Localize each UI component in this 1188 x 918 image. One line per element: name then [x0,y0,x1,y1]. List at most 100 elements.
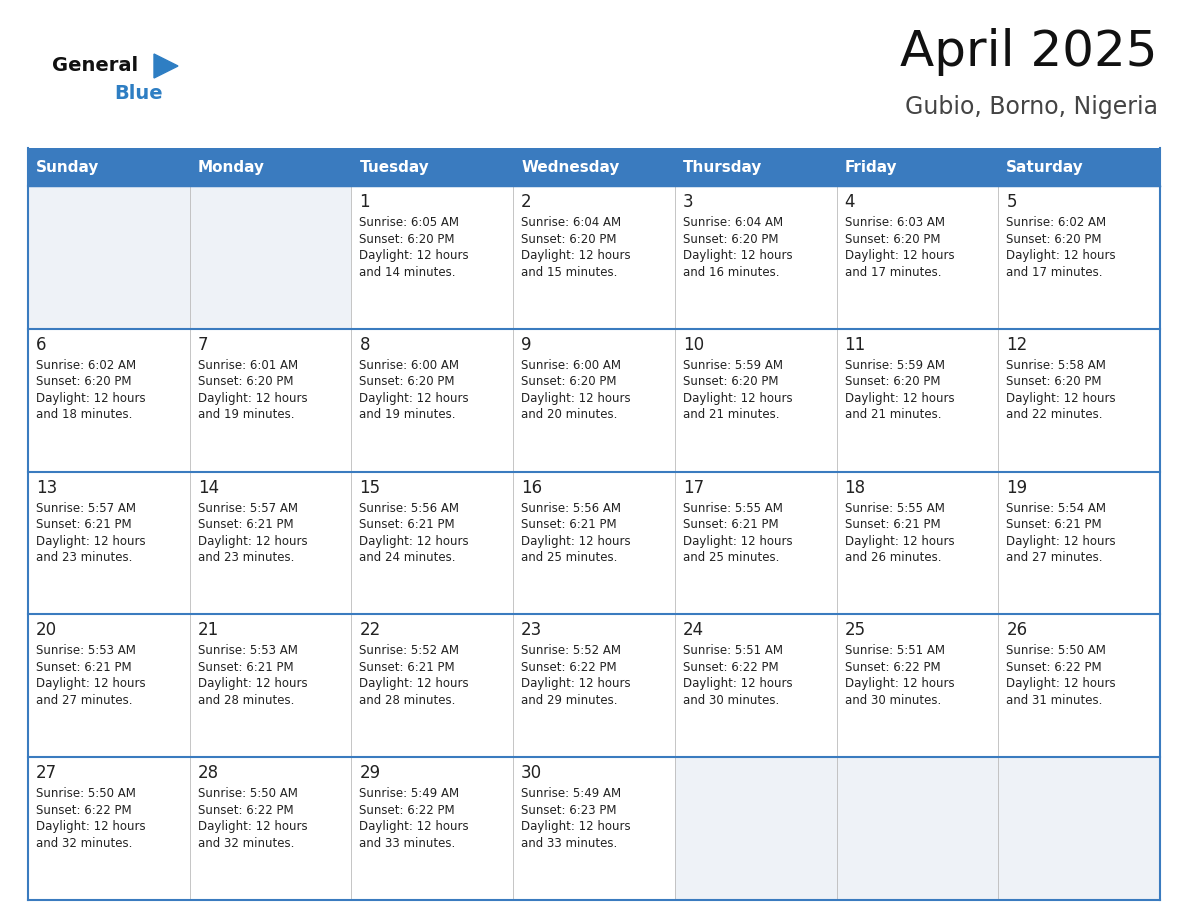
Text: Sunset: 6:21 PM: Sunset: 6:21 PM [197,661,293,674]
Text: and 23 minutes.: and 23 minutes. [197,551,295,564]
Text: Daylight: 12 hours: Daylight: 12 hours [522,534,631,548]
Text: 15: 15 [360,478,380,497]
Text: Sunrise: 6:04 AM: Sunrise: 6:04 AM [683,216,783,229]
Text: 24: 24 [683,621,704,640]
Text: and 20 minutes.: and 20 minutes. [522,409,618,421]
Bar [513,614,675,757]
Text: General: General [52,56,138,75]
Text: and 27 minutes.: and 27 minutes. [1006,551,1102,564]
Text: 8: 8 [360,336,369,353]
Text: Daylight: 12 hours: Daylight: 12 hours [197,392,308,405]
Text: Sunrise: 5:59 AM: Sunrise: 5:59 AM [683,359,783,372]
Text: Sunset: 6:21 PM: Sunset: 6:21 PM [683,518,778,532]
Text: and 17 minutes.: and 17 minutes. [845,265,941,278]
Text: Daylight: 12 hours: Daylight: 12 hours [197,820,308,834]
Text: Blue: Blue [114,84,163,103]
Text: Sunset: 6:21 PM: Sunset: 6:21 PM [1006,518,1102,532]
Text: Friday: Friday [845,160,897,174]
Text: Sunset: 6:20 PM: Sunset: 6:20 PM [683,375,778,388]
Bar [513,186,675,329]
Bar [190,614,352,757]
Bar [513,148,675,186]
Text: Sunset: 6:22 PM: Sunset: 6:22 PM [522,661,617,674]
Text: Sunset: 6:20 PM: Sunset: 6:20 PM [522,375,617,388]
Text: Sunrise: 5:57 AM: Sunrise: 5:57 AM [197,501,298,515]
Text: and 14 minutes.: and 14 minutes. [360,265,456,278]
Text: 21: 21 [197,621,219,640]
Text: 19: 19 [1006,478,1028,497]
Text: and 33 minutes.: and 33 minutes. [522,836,618,850]
Text: Sunset: 6:20 PM: Sunset: 6:20 PM [845,232,940,245]
Text: Daylight: 12 hours: Daylight: 12 hours [36,677,146,690]
Text: Sunset: 6:21 PM: Sunset: 6:21 PM [36,518,132,532]
Text: Sunrise: 5:53 AM: Sunrise: 5:53 AM [36,644,135,657]
Text: Sunset: 6:20 PM: Sunset: 6:20 PM [197,375,293,388]
Text: Daylight: 12 hours: Daylight: 12 hours [360,534,469,548]
Bar [675,614,836,757]
Text: and 33 minutes.: and 33 minutes. [360,836,456,850]
Text: Sunset: 6:20 PM: Sunset: 6:20 PM [683,232,778,245]
Text: and 19 minutes.: and 19 minutes. [197,409,295,421]
Text: 10: 10 [683,336,704,353]
Text: Sunrise: 5:52 AM: Sunrise: 5:52 AM [522,644,621,657]
Text: Sunset: 6:22 PM: Sunset: 6:22 PM [845,661,940,674]
Text: Sunrise: 5:58 AM: Sunrise: 5:58 AM [1006,359,1106,372]
Text: Sunset: 6:22 PM: Sunset: 6:22 PM [197,803,293,817]
Text: 4: 4 [845,193,855,211]
Text: Daylight: 12 hours: Daylight: 12 hours [683,677,792,690]
Text: Sunrise: 5:54 AM: Sunrise: 5:54 AM [1006,501,1106,515]
Text: Sunrise: 5:50 AM: Sunrise: 5:50 AM [1006,644,1106,657]
Text: Daylight: 12 hours: Daylight: 12 hours [683,534,792,548]
Text: Sunrise: 6:05 AM: Sunrise: 6:05 AM [360,216,460,229]
Text: and 23 minutes.: and 23 minutes. [36,551,132,564]
Text: Thursday: Thursday [683,160,763,174]
Text: and 17 minutes.: and 17 minutes. [1006,265,1102,278]
Bar [190,472,352,614]
Text: Daylight: 12 hours: Daylight: 12 hours [845,677,954,690]
Text: Daylight: 12 hours: Daylight: 12 hours [1006,249,1116,262]
Bar [352,148,513,186]
Text: 17: 17 [683,478,704,497]
Text: Sunset: 6:20 PM: Sunset: 6:20 PM [522,232,617,245]
Text: Sunset: 6:21 PM: Sunset: 6:21 PM [36,661,132,674]
Text: Tuesday: Tuesday [360,160,429,174]
Text: Daylight: 12 hours: Daylight: 12 hours [845,249,954,262]
Text: and 32 minutes.: and 32 minutes. [36,836,132,850]
Text: and 19 minutes.: and 19 minutes. [360,409,456,421]
Text: and 30 minutes.: and 30 minutes. [683,694,779,707]
Text: Sunrise: 5:52 AM: Sunrise: 5:52 AM [360,644,460,657]
Text: Sunrise: 6:00 AM: Sunrise: 6:00 AM [522,359,621,372]
Text: Sunrise: 5:56 AM: Sunrise: 5:56 AM [522,501,621,515]
Text: 29: 29 [360,764,380,782]
Text: and 27 minutes.: and 27 minutes. [36,694,133,707]
Text: Daylight: 12 hours: Daylight: 12 hours [197,534,308,548]
Text: Daylight: 12 hours: Daylight: 12 hours [522,820,631,834]
Bar [998,472,1159,614]
Bar [836,757,998,900]
Text: Sunrise: 6:04 AM: Sunrise: 6:04 AM [522,216,621,229]
Text: Wednesday: Wednesday [522,160,619,174]
Bar [352,757,513,900]
Text: and 21 minutes.: and 21 minutes. [845,409,941,421]
Text: Sunset: 6:20 PM: Sunset: 6:20 PM [36,375,132,388]
Text: 1: 1 [360,193,369,211]
Bar [29,614,190,757]
Text: Daylight: 12 hours: Daylight: 12 hours [845,392,954,405]
Text: 27: 27 [36,764,57,782]
Text: 26: 26 [1006,621,1028,640]
Text: 25: 25 [845,621,866,640]
Text: 11: 11 [845,336,866,353]
Text: and 30 minutes.: and 30 minutes. [845,694,941,707]
Text: 9: 9 [522,336,532,353]
Text: Sunrise: 6:02 AM: Sunrise: 6:02 AM [36,359,137,372]
Text: Daylight: 12 hours: Daylight: 12 hours [845,534,954,548]
Text: and 28 minutes.: and 28 minutes. [197,694,295,707]
Bar [836,614,998,757]
Text: Sunrise: 5:49 AM: Sunrise: 5:49 AM [360,788,460,800]
Bar [29,472,190,614]
Text: Sunset: 6:21 PM: Sunset: 6:21 PM [360,518,455,532]
Text: Daylight: 12 hours: Daylight: 12 hours [1006,677,1116,690]
Text: and 18 minutes.: and 18 minutes. [36,409,132,421]
Bar [836,148,998,186]
Bar [836,186,998,329]
